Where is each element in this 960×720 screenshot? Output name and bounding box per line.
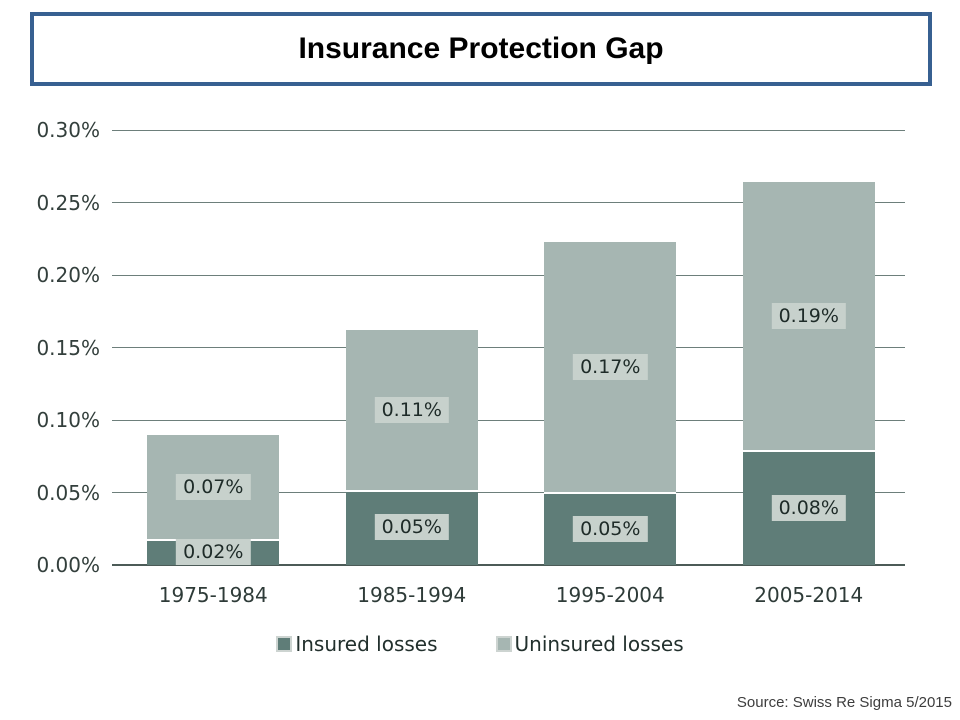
y-tick-label: 0.00% (36, 553, 100, 577)
data-label: 0.17% (573, 354, 648, 381)
x-axis-line (112, 564, 905, 566)
x-tick-label: 1995-2004 (555, 583, 665, 607)
y-tick-label: 0.10% (36, 408, 100, 432)
x-tick-label: 1975-1984 (158, 583, 268, 607)
y-tick-label: 0.30% (36, 118, 100, 142)
legend-swatch (495, 636, 512, 652)
y-tick-label: 0.05% (36, 480, 100, 505)
legend-swatch (276, 636, 293, 652)
data-label: 0.05% (374, 514, 449, 541)
gridline (112, 347, 905, 348)
gridline (112, 492, 905, 493)
data-label: 0.08% (771, 494, 846, 521)
gridline (112, 274, 905, 276)
data-label: 0.19% (771, 303, 846, 330)
gridline (112, 419, 905, 421)
data-label: 0.11% (374, 396, 449, 423)
data-label: 0.02% (176, 538, 251, 565)
legend-label: Insured losses (295, 632, 438, 656)
y-tick-label: 0.20% (36, 263, 100, 287)
y-tick-label: 0.15% (36, 335, 100, 360)
gridline (112, 129, 905, 131)
legend-label: Uninsured losses (514, 632, 684, 656)
source-note: Source: Swiss Re Sigma 5/2015 (736, 694, 952, 711)
data-label: 0.07% (176, 473, 251, 500)
x-tick-label: 2005-2014 (754, 583, 864, 607)
chart-title: Insurance Protection Gap (298, 32, 664, 65)
data-label: 0.05% (573, 515, 648, 542)
legend: Insured losses Uninsured losses (0, 632, 960, 656)
x-tick-label: 1985-1994 (357, 583, 467, 607)
y-tick-label: 0.25% (36, 190, 100, 215)
chart-title-box: Insurance Protection Gap (30, 12, 932, 86)
legend-item: Insured losses (276, 632, 438, 656)
legend-item: Uninsured losses (495, 632, 684, 656)
gridline (112, 202, 905, 203)
